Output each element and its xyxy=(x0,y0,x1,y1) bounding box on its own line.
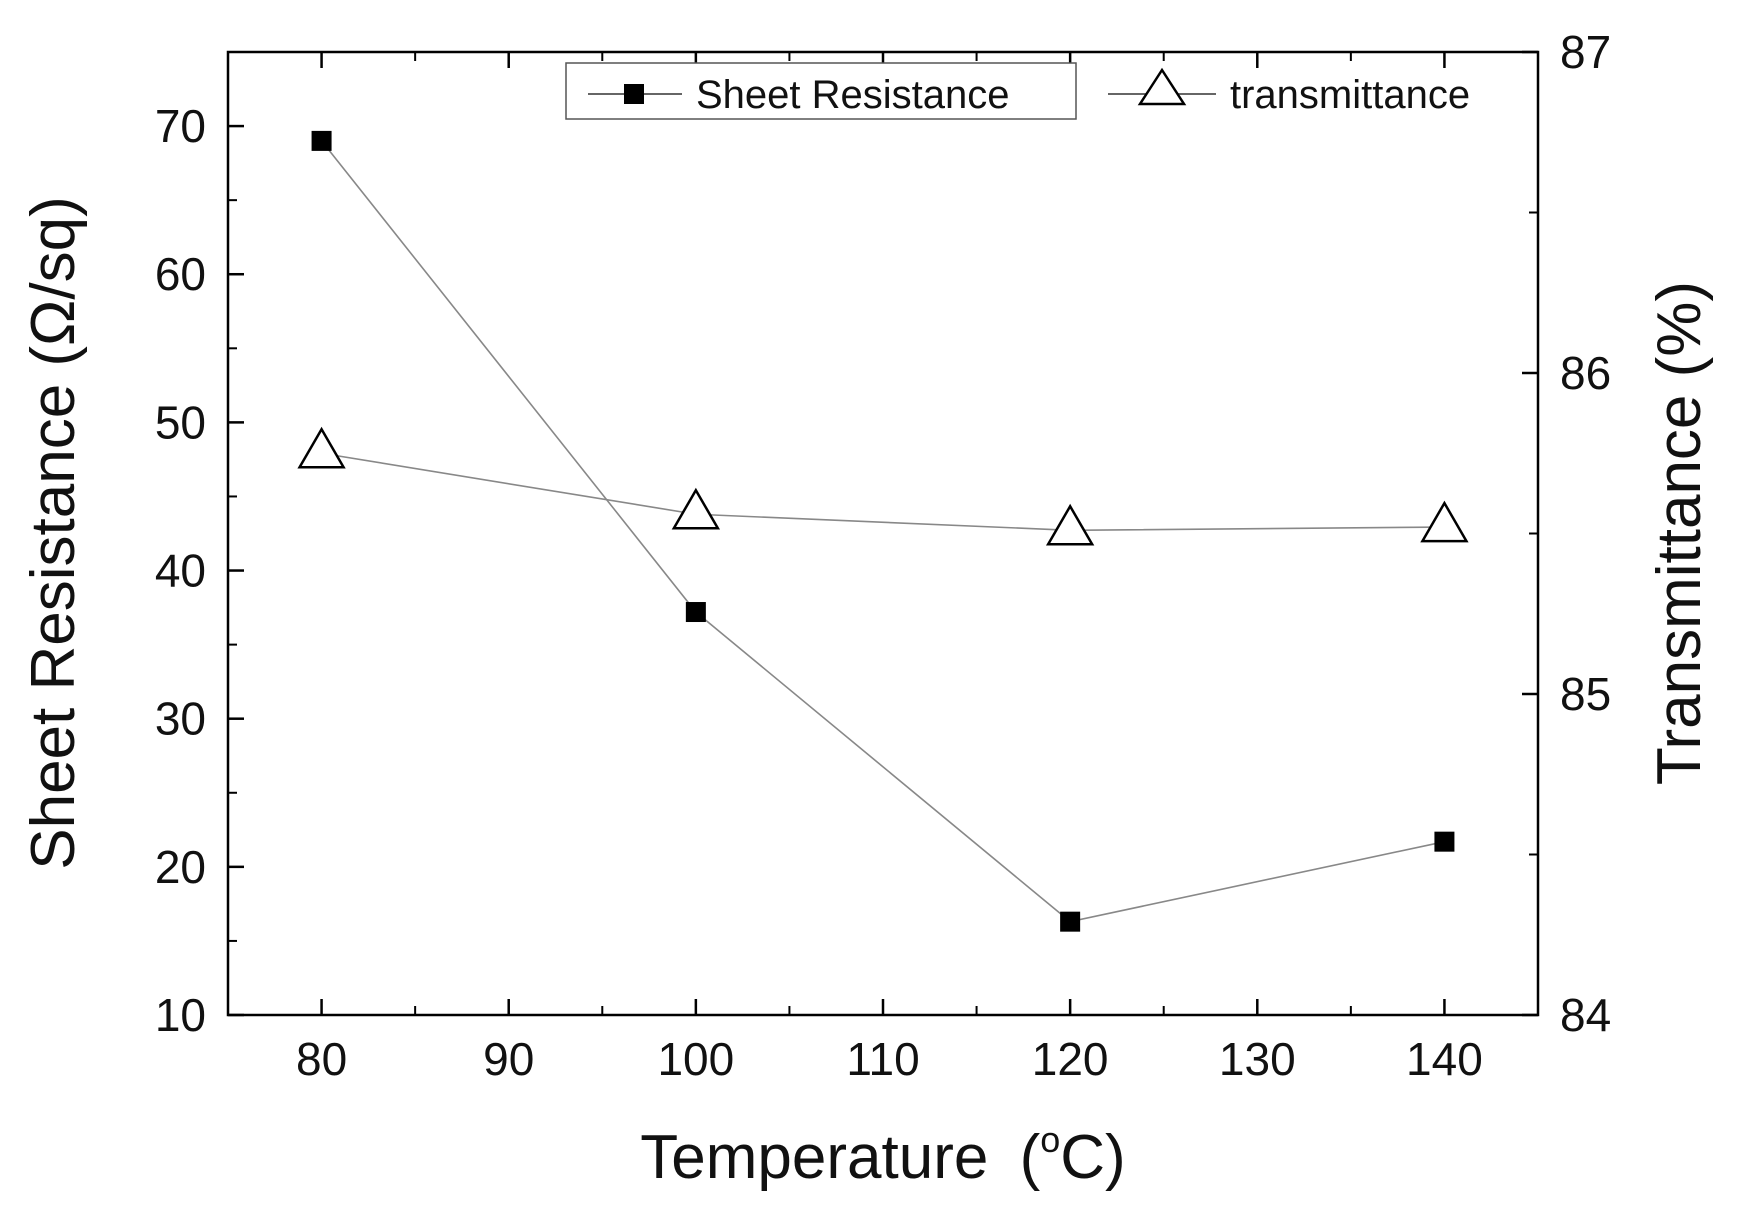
data-point-sheet-resistance xyxy=(311,130,332,151)
x-tick-label: 140 xyxy=(1406,1033,1483,1085)
x-tick-label: 130 xyxy=(1219,1033,1296,1085)
x-axis-title-open: ( xyxy=(1020,1123,1041,1192)
y-tick-label: 10 xyxy=(155,989,206,1041)
data-point-transmittance xyxy=(1420,500,1469,543)
series-line-transmittance xyxy=(321,452,1445,532)
y2-tick-label: 84 xyxy=(1560,989,1611,1041)
x-axis-title-degree: o xyxy=(1040,1119,1060,1160)
legend-box xyxy=(565,62,1077,120)
x-tick-label: 120 xyxy=(1032,1033,1109,1085)
series-layer xyxy=(297,130,1469,932)
legend-label-sheet-resistance: Sheet Resistance xyxy=(696,73,1010,117)
data-point-transmittance xyxy=(671,487,721,530)
y2-tick-label: 87 xyxy=(1560,26,1611,78)
x-axis-ticks: 80 90 100 110 120 130 140 xyxy=(227,52,1539,1085)
plot-frame xyxy=(226,50,1540,1017)
x-tick-label: 80 xyxy=(296,1033,347,1085)
x-tick-label: 110 xyxy=(846,1033,919,1085)
legend-marker-sheet-resistance xyxy=(624,84,644,104)
x-axis-title-text: Temperature xyxy=(640,1123,988,1192)
y2-tick-label: 86 xyxy=(1560,347,1611,399)
data-point-sheet-resistance xyxy=(1434,831,1455,852)
data-point-transmittance xyxy=(1045,503,1095,546)
y-tick-label: 40 xyxy=(155,545,206,597)
legend: Sheet Resistance transmittance xyxy=(565,62,1470,120)
y2-tick-label: 85 xyxy=(1560,668,1611,720)
legend-label-transmittance: transmittance xyxy=(1230,73,1470,117)
x-tick-label: 100 xyxy=(657,1033,734,1085)
x-tick-label: 90 xyxy=(483,1033,534,1085)
legend-marker-transmittance xyxy=(1137,67,1187,106)
series-line-sheet-resistance xyxy=(320,140,1445,923)
data-point-sheet-resistance xyxy=(1060,911,1081,932)
y-tick-label: 60 xyxy=(155,248,206,300)
left-y-axis-ticks: 10 20 30 40 50 60 70 xyxy=(155,51,244,1041)
left-y-axis-title: Sheet Resistance (Ω/sq) xyxy=(19,196,88,870)
y-tick-label: 70 xyxy=(155,100,206,152)
y-tick-label: 20 xyxy=(155,841,206,893)
x-axis-title: Temperature (oC) xyxy=(640,1119,1125,1192)
right-y-axis-title: Transmittance (%) xyxy=(1645,281,1714,785)
right-y-axis-ticks: 84 85 86 87 xyxy=(1522,26,1611,1041)
y-tick-label: 50 xyxy=(155,396,206,448)
y-tick-label: 30 xyxy=(155,693,206,745)
x-axis-title-close: C) xyxy=(1060,1123,1125,1192)
data-point-transmittance xyxy=(297,426,346,469)
data-point-sheet-resistance xyxy=(685,602,706,623)
